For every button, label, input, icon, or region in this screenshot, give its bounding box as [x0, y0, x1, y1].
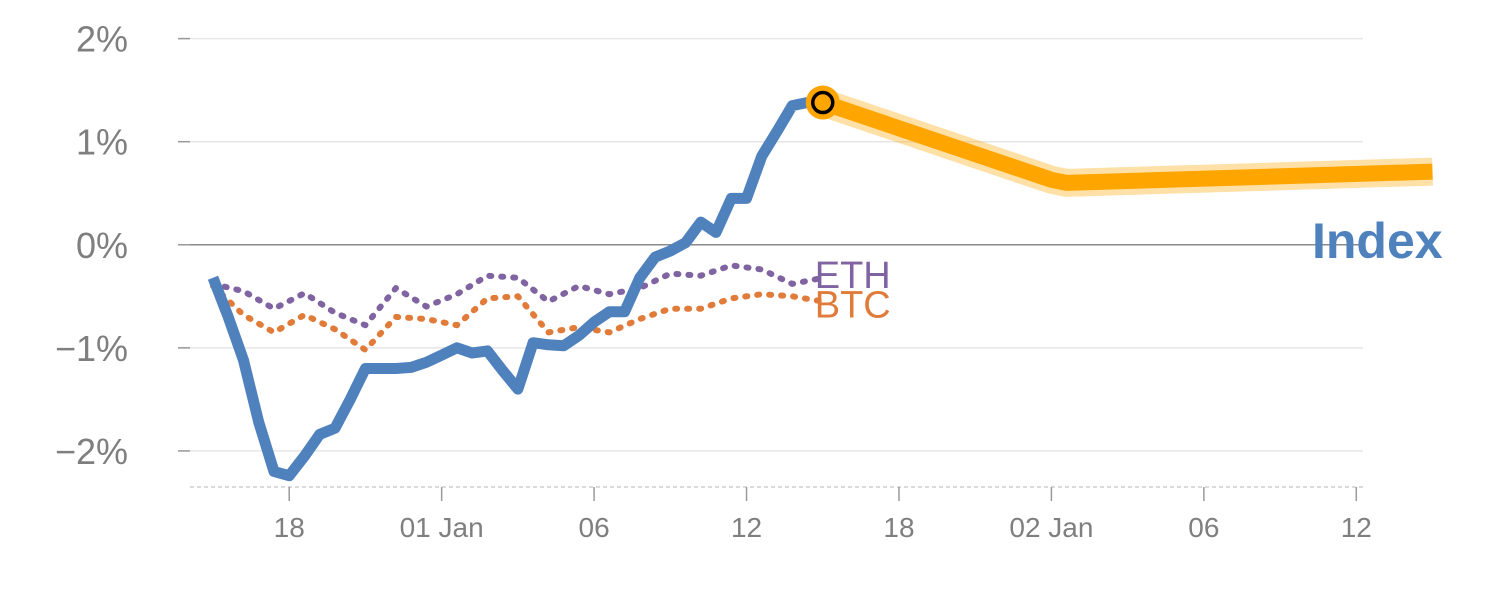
series-lines — [207, 85, 1433, 482]
x-tick-label: 02 Jan — [1009, 512, 1093, 543]
x-tick-label: 06 — [1188, 512, 1219, 543]
index-series-label: Index — [1312, 213, 1443, 269]
x-tick-label: 12 — [731, 512, 762, 543]
y-axis-ticks: 2% 1% 0% −1% −2% — [55, 19, 128, 472]
btc-series-line — [210, 283, 826, 353]
x-axis-ticks: 18 01 Jan 06 12 18 02 Jan 06 12 — [274, 487, 1372, 543]
y-tick-label: −2% — [55, 431, 128, 472]
x-tick-label: 18 — [883, 512, 914, 543]
grid-lines — [178, 37, 1366, 488]
y-tick-label: 0% — [76, 225, 128, 266]
x-tick-label: 18 — [274, 512, 305, 543]
y-tick-label: −1% — [55, 328, 128, 369]
x-tick-label: 06 — [579, 512, 610, 543]
index-series-line — [207, 97, 809, 482]
x-tick-label: 01 Jan — [400, 512, 484, 543]
latest-point-marker — [811, 90, 835, 115]
series-labels: ETH BTC Index — [815, 213, 1443, 326]
x-tick-label: 12 — [1341, 512, 1372, 543]
eth-series-line — [210, 262, 826, 329]
btc-series-label: BTC — [815, 284, 891, 326]
y-tick-label: 1% — [76, 122, 128, 163]
eth-series-label: ETH — [815, 255, 891, 297]
y-tick-label: 2% — [76, 19, 128, 60]
forecast-band — [820, 94, 1433, 191]
